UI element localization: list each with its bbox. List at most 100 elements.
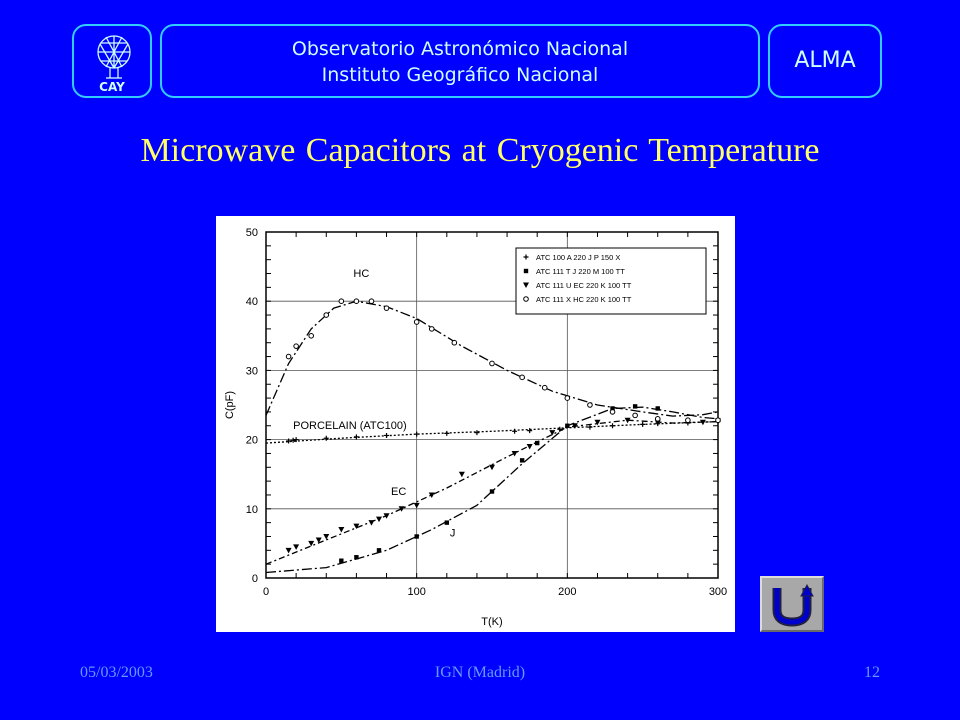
x-axis-label: T(K) [481,616,502,628]
data-point [323,533,330,540]
data-point [293,343,299,349]
data-point [451,339,458,346]
data-point [339,558,344,563]
data-point [398,506,405,512]
curve-annotation: EC [391,486,406,498]
footer-date: 05/03/2003 [80,664,153,681]
data-point [519,458,525,463]
return-button[interactable] [760,576,824,632]
data-point [624,417,631,424]
curve-annotation: PORCELAIN (ATC100) [293,420,407,432]
y-tick-label: 20 [246,435,258,447]
data-point [519,374,525,381]
data-point [308,540,315,547]
chart-panel: 0 100 200 300 0 10 20 30 40 50 T(K) C(pF) HC PORCELAI… [216,216,735,632]
data-point [383,513,390,519]
data-point [338,527,345,533]
legend-marker [523,282,529,288]
data-point [444,520,449,525]
y-tick-label: 40 [246,296,258,308]
y-tick-label: 10 [246,504,258,516]
data-point [640,421,646,427]
data-point [474,430,480,436]
legend-entry: ATC 111 X HC 220 K 100 TT [536,295,632,304]
logo-text: CAY [99,80,125,94]
data-point [384,432,390,438]
legend-entry: ATC 111 U EC 220 K 100 TT [536,281,632,290]
data-point [414,534,419,539]
data-point [376,548,382,553]
data-point [323,312,330,318]
data-point [376,516,382,523]
data-point [338,298,345,304]
y-tick-label: 0 [252,573,258,585]
data-point [587,402,593,408]
capacitance-chart: 0 100 200 300 0 10 20 30 40 50 T(K) C(pF) HC PORCELAI… [224,227,727,628]
legend-marker [523,296,529,302]
slide-number: 12 [864,664,880,681]
data-point [413,319,420,325]
data-point [489,360,495,367]
legend-entry: ATC 100 A 220 J P 150 X [536,253,620,262]
data-point [549,430,556,436]
data-point [527,428,533,434]
x-tick-label: 0 [263,586,269,598]
data-point [414,431,420,437]
data-point [489,489,495,494]
data-point [293,544,300,550]
data-point [654,416,661,422]
data-point [290,437,296,443]
data-point [594,419,601,426]
data-point [632,404,638,409]
data-point [564,395,571,401]
plot-frame [265,231,719,579]
slide-title: Microwave Capacitors at Cryogenic Temper… [140,132,820,169]
x-tick-label: 100 [407,586,425,598]
data-point [413,502,420,509]
data-point [315,537,322,543]
fit-curve [265,406,719,574]
institution-box: Observatorio Astronómico Nacional Instit… [160,24,760,98]
curve-annotation: HC [353,268,369,280]
data-point [699,419,706,426]
data-point [489,464,495,471]
data-point [308,333,314,339]
institution-line-2: Instituto Geográfico Nacional [321,64,599,86]
data-point [323,435,329,441]
data-point [610,406,615,411]
project-box: ALMA [768,24,882,98]
data-point [428,326,435,332]
data-point [428,492,435,498]
data-point [571,423,578,429]
fit-curve [265,300,719,417]
data-point [286,438,292,444]
data-point [541,384,548,391]
cay-dome-logo-icon [97,35,131,79]
data-point [685,417,691,424]
y-axis-label: C(pF) [224,391,236,419]
data-point [565,423,570,428]
data-point [285,353,292,360]
footer-center-text: IGN (Madrid) [434,664,526,681]
data-point [526,444,533,450]
data-point [655,406,660,411]
data-point [444,430,450,436]
data-point [535,440,540,446]
data-point [353,298,360,304]
project-label: ALMA [794,48,856,73]
legend-marker [523,254,529,260]
cay-logo-box: CAY [72,24,152,98]
data-point [354,555,359,560]
data-point [715,417,721,424]
data-point [353,523,360,530]
data-point [383,305,390,311]
curve-annotation: J [450,527,456,539]
u-turn-return-icon [772,583,814,627]
data-point [368,298,375,304]
legend-box [515,247,707,315]
data-point [557,426,563,432]
data-point [511,450,518,457]
data-point [285,547,292,554]
legend-entry: ATC 111 T J 220 M 100 TT [536,267,625,276]
data-point [368,520,375,526]
